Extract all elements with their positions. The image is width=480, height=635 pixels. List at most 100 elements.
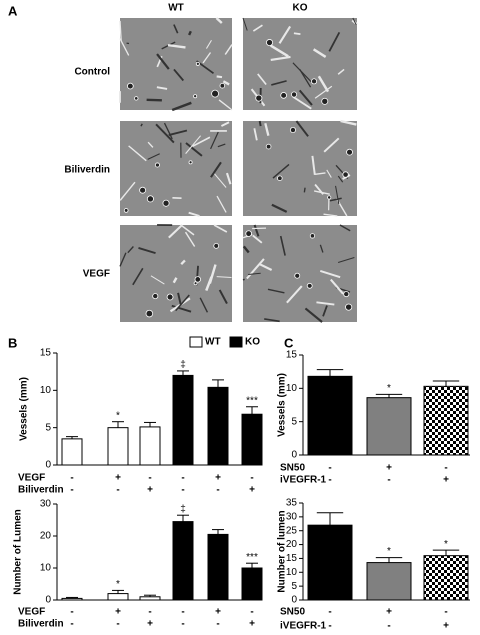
cell-process xyxy=(218,289,228,305)
cell-process xyxy=(180,224,195,236)
cell-process xyxy=(292,62,312,83)
cell-process xyxy=(339,224,351,232)
cell-body xyxy=(127,82,134,90)
cell-process xyxy=(337,68,345,75)
cell-process xyxy=(253,128,258,141)
condition-sign: - xyxy=(387,475,390,486)
bar xyxy=(366,397,412,456)
cell-process xyxy=(258,120,262,127)
cell-process xyxy=(225,172,232,185)
legend-swatch xyxy=(189,336,203,348)
bar xyxy=(241,567,263,601)
cell-body xyxy=(188,160,193,165)
cell-process xyxy=(271,80,287,86)
cell-process xyxy=(340,119,357,126)
condition-sign: - xyxy=(181,619,184,630)
condition-sign: + xyxy=(249,485,255,496)
condition-label: iVEGFR-1 xyxy=(280,621,327,632)
cell-process xyxy=(242,17,248,31)
condition-sign: - xyxy=(444,607,447,618)
bar xyxy=(241,413,263,466)
condition-sign: + xyxy=(443,621,449,632)
cell-process xyxy=(156,86,168,90)
cell-body xyxy=(162,199,170,207)
cell-body xyxy=(309,233,316,239)
cell-body xyxy=(154,162,160,168)
bar xyxy=(172,374,194,466)
cell-body xyxy=(139,186,147,194)
condition-label: SN50 xyxy=(280,463,305,474)
y-tick-label: 20 xyxy=(286,539,298,550)
cell-process xyxy=(173,68,185,82)
cell-process xyxy=(257,73,267,86)
cell-body xyxy=(294,272,301,279)
cell-process xyxy=(329,197,342,202)
cell-body xyxy=(123,208,129,213)
cell-process xyxy=(119,20,122,41)
bar xyxy=(207,533,229,601)
cell-process xyxy=(295,120,309,137)
condition-sign: - xyxy=(116,485,119,496)
cell-process xyxy=(172,277,178,284)
cell-process xyxy=(323,137,340,153)
cell-process xyxy=(217,143,226,148)
row-label: VEGF xyxy=(83,269,110,280)
cell-body xyxy=(193,94,198,99)
cell-body xyxy=(327,195,332,200)
condition-sign: + xyxy=(249,619,255,630)
condition-label: SN50 xyxy=(280,607,305,618)
bar xyxy=(107,427,129,466)
condition-sign: - xyxy=(181,485,184,496)
cell-process xyxy=(317,75,330,93)
bar xyxy=(172,521,194,601)
legend-label: KO xyxy=(245,337,260,348)
cell-body xyxy=(306,282,313,289)
cell-process xyxy=(175,294,190,312)
cell-process xyxy=(218,99,233,111)
cell-process xyxy=(303,187,306,193)
condition-sign: - xyxy=(328,463,331,474)
annotation: ‡ xyxy=(180,360,186,371)
cell-process xyxy=(319,269,341,279)
cell-process xyxy=(286,285,303,304)
bar xyxy=(307,524,353,601)
cell-process xyxy=(168,129,188,136)
cell-process xyxy=(311,155,316,176)
y-axis-label: Vessels (mm) xyxy=(19,377,30,441)
y-tick-label: 15 xyxy=(286,553,298,564)
row-label: Biliverdin xyxy=(64,165,110,176)
y-tick-label: 5 xyxy=(45,422,51,433)
cell-process xyxy=(270,44,289,58)
cell-process xyxy=(271,203,288,213)
cell-process xyxy=(252,234,263,244)
y-tick-label: 10 xyxy=(40,563,52,574)
cell-process xyxy=(216,276,232,279)
cell-process xyxy=(202,52,212,64)
y-tick-label: 15 xyxy=(40,348,52,359)
condition-sign: - xyxy=(444,463,447,474)
micrograph xyxy=(243,121,357,216)
cell-body xyxy=(166,293,174,301)
panel-letter: C xyxy=(284,335,294,350)
cell-process xyxy=(210,161,222,178)
cell-process xyxy=(337,256,355,263)
cell-process xyxy=(128,145,147,162)
cell-process xyxy=(192,136,211,148)
micrograph xyxy=(120,121,232,216)
cell-process xyxy=(168,224,183,239)
cell-process xyxy=(319,244,324,253)
cell-process xyxy=(177,292,182,305)
cell-body xyxy=(346,148,353,156)
cell-process xyxy=(184,231,196,247)
panel-letter: A xyxy=(8,3,18,18)
y-tick-label: 5 xyxy=(291,416,297,427)
cell-process xyxy=(213,224,228,233)
cell-process xyxy=(210,131,219,150)
condition-sign: + xyxy=(115,473,121,484)
condition-label: VEGF xyxy=(18,473,45,484)
cell-process xyxy=(185,142,203,157)
cell-body xyxy=(211,89,219,98)
bar xyxy=(423,555,469,601)
condition-label: Biliverdin xyxy=(18,485,64,496)
